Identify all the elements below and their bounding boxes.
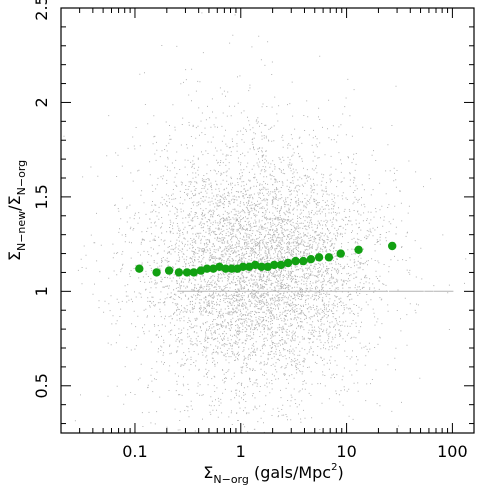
x-axis-label: ΣN−org (gals/Mpc2) <box>203 462 343 486</box>
x-axis-label-symbol: Σ <box>203 463 213 482</box>
y-tick-label: 1 <box>32 286 51 296</box>
background-scatter <box>63 12 467 433</box>
y-axis-label-symbol2: Σ <box>5 195 24 205</box>
median-point <box>306 255 316 264</box>
median-point <box>291 256 300 266</box>
y-axis-label-subscript1: N−new <box>15 211 28 251</box>
median-point <box>314 253 324 262</box>
axis-tick-labels: 0.1 1 10 100 0.5 1 1.5 2 2.5 <box>32 0 468 461</box>
median-point <box>263 262 272 271</box>
median-point <box>202 264 212 273</box>
median-point <box>221 264 230 273</box>
x-tick-label: 0.1 <box>122 442 147 461</box>
median-point <box>324 253 334 262</box>
median-point <box>354 245 363 254</box>
y-axis-label-symbol1: Σ <box>5 251 24 261</box>
y-axis-label-subscript2: N−org <box>15 160 28 196</box>
median-point <box>299 256 308 266</box>
binned-median-series <box>135 241 397 277</box>
median-point <box>164 266 174 275</box>
median-point <box>251 260 260 270</box>
y-axis-label: ΣN−new/ΣN−org <box>5 160 28 261</box>
x-axis-label-close: ) <box>337 463 343 482</box>
x-axis-label-subscript: N−org <box>213 473 249 486</box>
axis-ticks <box>60 7 474 433</box>
y-axis-label-slash: / <box>5 205 24 211</box>
x-tick-label: 100 <box>437 442 468 461</box>
median-point <box>257 262 266 271</box>
y-tick-label: 2.5 <box>32 0 51 21</box>
median-point <box>336 249 345 258</box>
y-tick-label: 0.5 <box>32 373 51 398</box>
x-axis-label-superscript: 2 <box>331 462 337 473</box>
background-scatter-points <box>63 12 467 433</box>
median-point <box>388 241 397 251</box>
y-tick-label: 1.5 <box>32 184 51 209</box>
median-point <box>152 268 161 277</box>
median-point <box>174 268 184 277</box>
median-point <box>283 258 293 268</box>
median-point <box>238 262 248 271</box>
median-point <box>270 260 279 270</box>
x-tick-label: 1 <box>236 442 246 461</box>
median-point <box>189 268 198 277</box>
median-point <box>276 260 286 270</box>
x-axis-label-units: (gals/Mpc <box>249 463 331 482</box>
x-tick-label: 10 <box>336 442 356 461</box>
median-point <box>135 264 144 273</box>
plot-frame <box>60 7 475 434</box>
y-tick-label: 2 <box>32 97 51 107</box>
median-point <box>182 268 192 277</box>
